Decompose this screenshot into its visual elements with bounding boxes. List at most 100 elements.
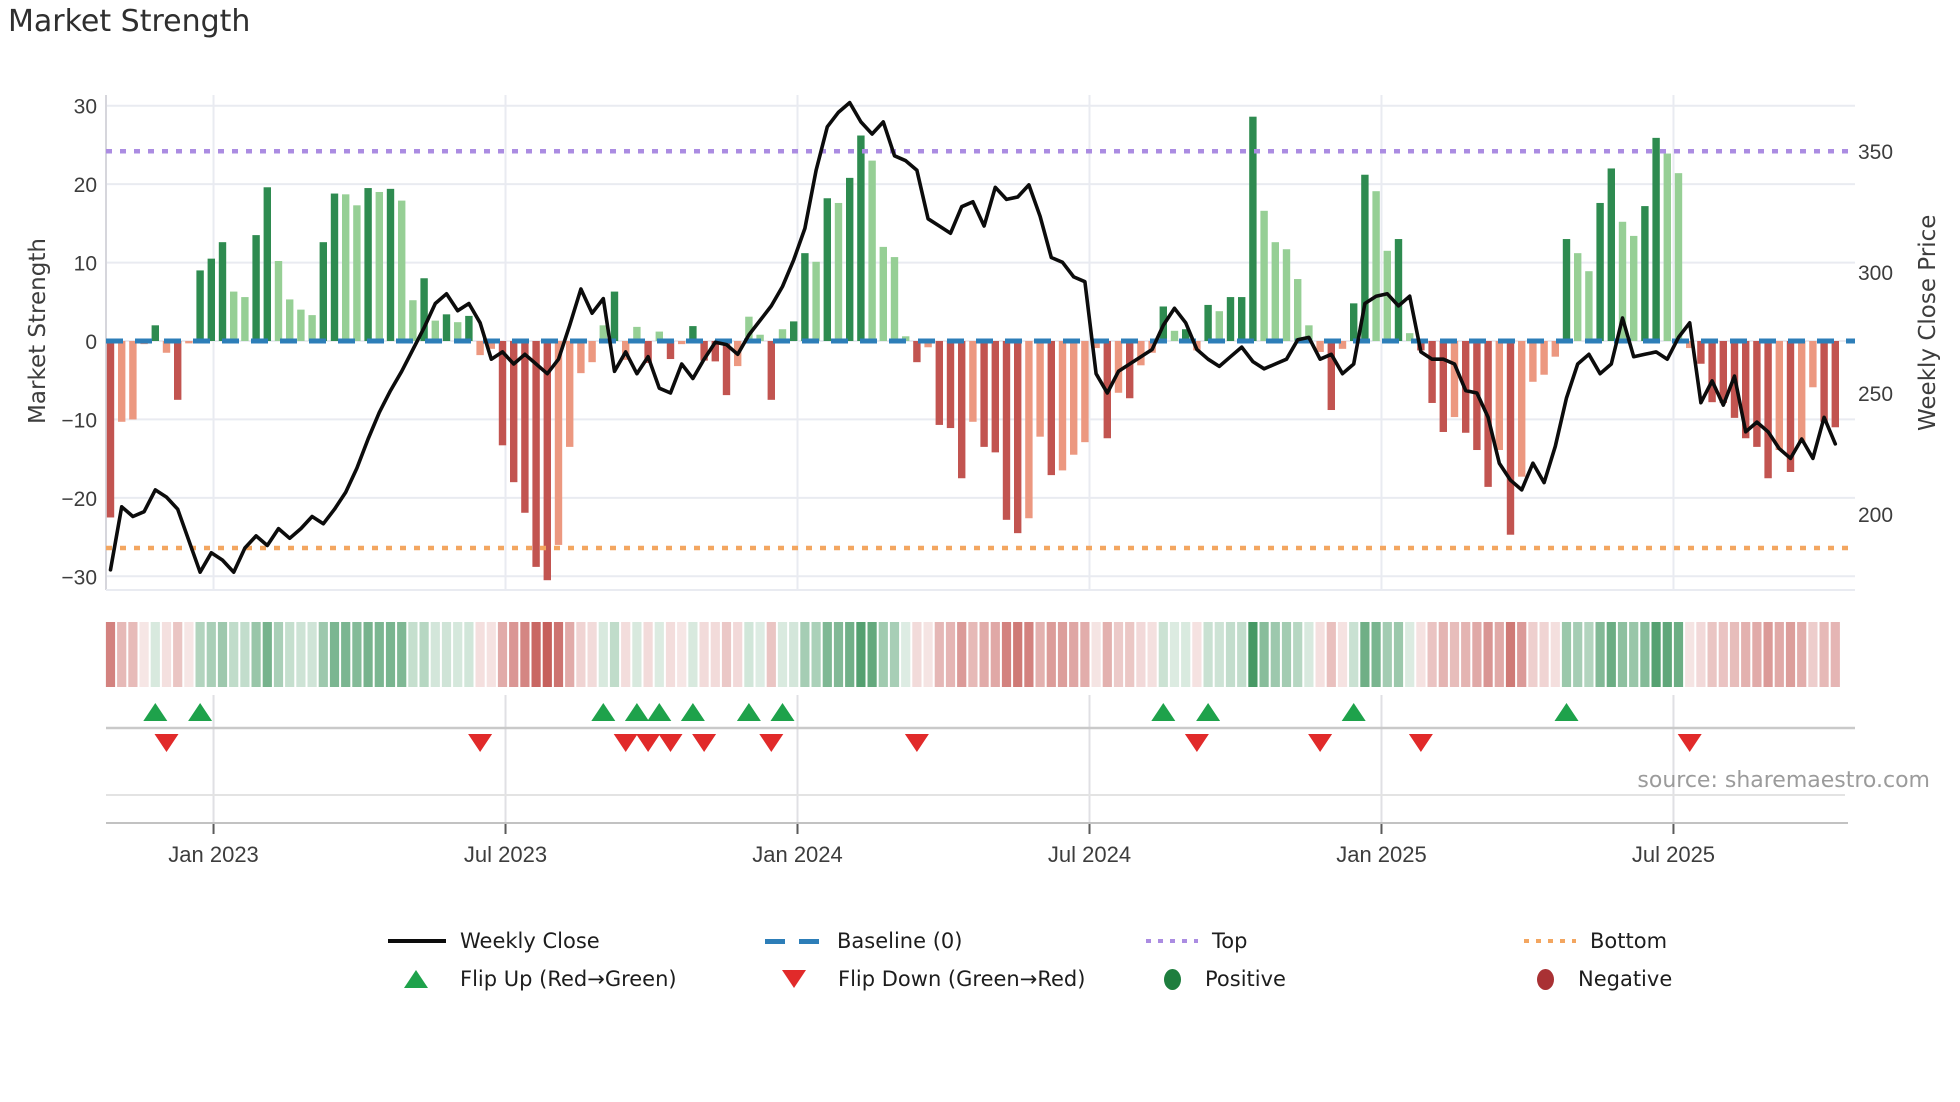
strength-bar — [106, 341, 115, 518]
strength-bar — [554, 341, 563, 545]
strength-bar — [1238, 297, 1246, 341]
heatmap-cell — [1505, 622, 1516, 687]
strength-bar — [946, 341, 955, 429]
heatmap-cell — [1237, 622, 1247, 687]
heatmap-cell — [1483, 622, 1493, 687]
strength-bar — [1394, 239, 1403, 341]
strength-bar — [319, 242, 327, 341]
strength-bar — [454, 322, 462, 341]
heatmap-cell — [1595, 622, 1605, 687]
legend-label: Flip Down (Green→Red) — [838, 967, 1086, 991]
strength-bar — [543, 341, 551, 581]
strength-bar — [476, 341, 484, 356]
left-axis-tick-label: 10 — [74, 253, 97, 276]
heatmap-cell — [1057, 622, 1068, 687]
strength-bar — [162, 341, 171, 353]
strength-bar — [778, 329, 787, 341]
strength-bar — [487, 341, 495, 349]
heatmap-cell — [374, 622, 384, 687]
strength-bar — [252, 235, 260, 341]
strength-bar — [1753, 341, 1761, 447]
strength-bar — [1215, 311, 1223, 341]
heatmap-cell — [1259, 622, 1269, 687]
heatmap-cell — [1774, 622, 1784, 687]
heatmap-cell — [1371, 622, 1381, 687]
bottom-dotted-line-icon — [1524, 939, 1576, 943]
heatmap-cell — [1561, 622, 1572, 687]
flip-down-marker — [1308, 734, 1333, 752]
legend-label: Negative — [1578, 967, 1673, 991]
strength-bar — [386, 188, 395, 341]
strength-bar — [711, 341, 719, 362]
legend-item-weekly-close: Weekly Close — [388, 926, 600, 956]
strength-bar — [1182, 329, 1190, 341]
strength-bar — [834, 202, 843, 341]
heatmap-cell — [1629, 622, 1639, 687]
flip-down-marker — [154, 734, 179, 752]
heatmap-cell — [475, 622, 485, 687]
heatmap-cell — [845, 622, 855, 687]
weekly-close-line — [108, 100, 1838, 575]
heatmap-cell — [542, 622, 552, 687]
weekly-close-line-icon — [388, 939, 446, 943]
x-axis-tick-label: Jul 2025 — [1632, 842, 1715, 867]
heatmap-cell — [206, 622, 216, 687]
strength-bar — [498, 341, 507, 446]
strength-bar — [1697, 341, 1705, 364]
right-axis-tick-label: 350 — [1858, 141, 1893, 164]
heatmap-cell — [755, 622, 765, 687]
heatmap-cell — [1147, 622, 1157, 687]
left-axis-tick-label: −10 — [61, 409, 97, 432]
heatmap-cell — [867, 622, 877, 687]
flip-up-marker — [1341, 703, 1366, 721]
strength-bar — [1618, 221, 1627, 341]
heatmap-cell — [699, 622, 709, 687]
heatmap-cell — [1472, 622, 1482, 687]
strength-bar — [1294, 279, 1302, 341]
strength-bar — [599, 325, 607, 341]
left-axis-tick-label: 0 — [85, 331, 97, 354]
heatmap-cell — [1584, 622, 1594, 687]
heatmap-cell — [643, 622, 653, 687]
heatmap-cell — [1214, 622, 1224, 687]
heatmap-cell — [945, 622, 956, 687]
strength-bar — [1428, 341, 1436, 403]
flip-up-marker — [680, 703, 705, 721]
heatmap-cell — [509, 622, 519, 687]
strength-bar — [364, 188, 372, 341]
left-axis-tick-label: 30 — [74, 96, 97, 119]
strength-bar — [689, 326, 697, 341]
heatmap-cell — [229, 622, 239, 687]
flip-down-marker — [468, 734, 493, 752]
heatmap-cell — [1091, 622, 1101, 687]
strength-bar — [935, 341, 943, 425]
heatmap-cell — [441, 622, 452, 687]
heatmap-cell — [1192, 622, 1202, 687]
heatmap-cell — [184, 622, 194, 687]
strength-bar — [1506, 341, 1515, 535]
heatmap-cell — [1617, 622, 1628, 687]
heatmap-cell — [1169, 622, 1180, 687]
strength-bar — [1271, 242, 1279, 341]
heatmap-cell — [307, 622, 317, 687]
heatmap-cell — [520, 622, 530, 687]
heatmap-cell — [1270, 622, 1280, 687]
heatmap-cell — [710, 622, 720, 687]
heatmap-cell — [1729, 622, 1740, 687]
flip-up-marker — [1554, 703, 1579, 721]
flip-down-marker — [1184, 734, 1209, 752]
heatmap-cell — [1763, 622, 1773, 687]
heatmap-cell — [531, 622, 541, 687]
heatmap-cell — [1326, 622, 1336, 687]
strength-bar — [1495, 341, 1503, 451]
heatmap-cell — [105, 622, 116, 687]
heatmap-cell — [173, 622, 183, 687]
heatmap-cell — [1416, 622, 1426, 687]
heatmap-cell — [262, 622, 272, 687]
heatmap-cell — [150, 622, 160, 687]
strength-bar — [678, 341, 686, 345]
strength-bar — [823, 198, 831, 341]
strength-bar — [1406, 333, 1414, 341]
strength-bar — [958, 341, 966, 479]
